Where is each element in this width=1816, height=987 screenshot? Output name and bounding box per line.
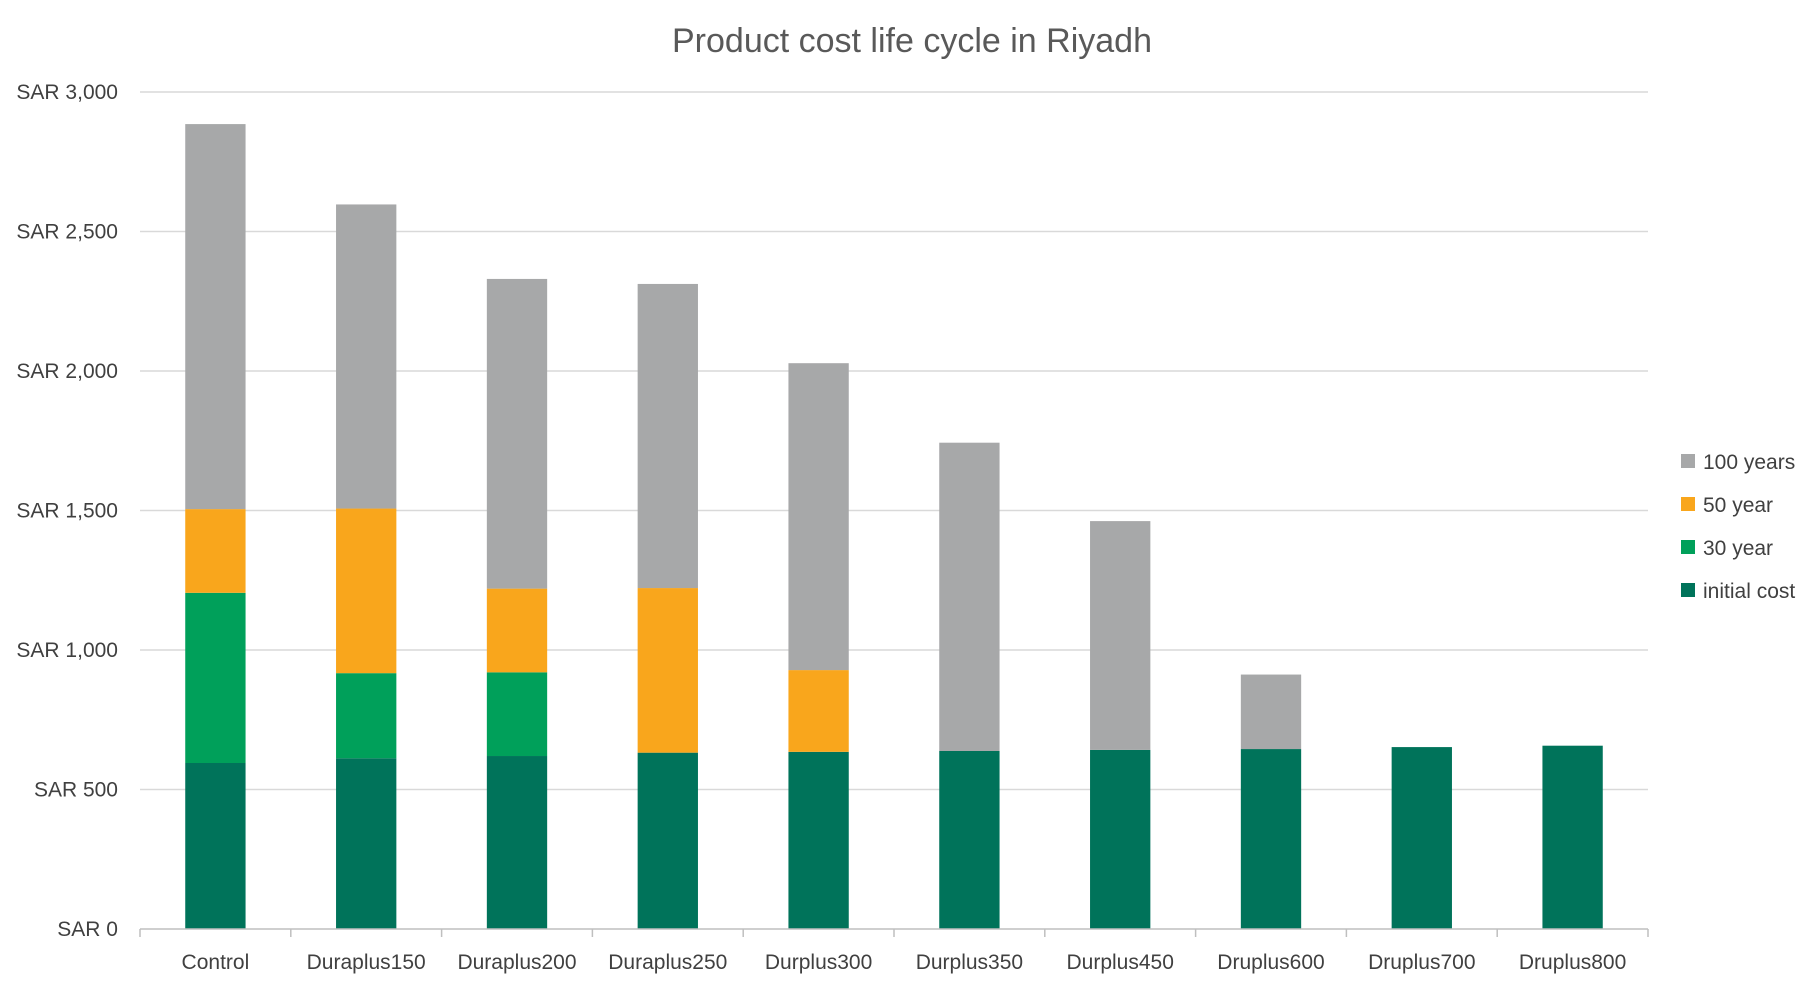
bar-stack [185,124,246,929]
bar-segment-initial-cost [788,751,849,929]
bar-segment-100-years [185,124,246,510]
x-tick-label: Druplus600 [1217,951,1324,974]
bar-stack [1240,674,1302,929]
x-tick-label: Duraplus150 [307,951,426,974]
x-tick-label: Druplus700 [1368,951,1475,974]
bar-segment-100-years [1090,521,1151,750]
bar-stack [1090,521,1151,929]
legend-swatch [1681,540,1695,554]
bar-segment-50-year [336,508,397,674]
bar-stack [486,278,548,929]
bar-segment-100-years [637,283,698,589]
bar-segment-50-year [185,509,246,593]
legend-item: initial cost [1681,580,1795,603]
x-tick-label: Druplus800 [1519,951,1626,974]
bar-stack [788,363,849,929]
bar-segment-100-years [486,278,548,589]
bar-segment-initial-cost [336,758,397,929]
bar-segment-30-year [185,592,246,763]
bars [185,124,1603,929]
legend-label: 30 year [1703,537,1773,560]
bar-stack [1542,745,1603,929]
legend-swatch [1681,497,1695,511]
y-tick-label: SAR 0 [57,918,118,941]
legend-label: initial cost [1703,580,1795,603]
bar-segment-50-year [637,588,698,753]
y-tick-label: SAR 1,500 [16,500,118,523]
bar-segment-initial-cost [939,751,1000,929]
x-axis [139,928,1649,937]
bar-stack [939,442,1000,929]
bar-stack [1391,747,1452,929]
legend: 100 years 50 year 30 year initial cost [1681,451,1795,603]
bar-segment-initial-cost [1542,745,1603,929]
legend-item: 50 year [1681,494,1773,517]
bar-segment-30-year [486,672,548,757]
bar-segment-initial-cost [1240,749,1302,929]
x-tick-label: Durplus450 [1066,951,1173,974]
legend-label: 100 years [1703,451,1795,474]
y-axis-tick-labels: SAR 0 SAR 500 SAR 1,000 SAR 1,500 SAR 2,000 S… [16,81,118,941]
bar-segment-initial-cost [1090,749,1151,929]
bar-segment-initial-cost [185,763,246,929]
bar-stack [637,283,698,929]
y-tick-label: SAR 1,000 [16,639,118,662]
legend-label: 50 year [1703,494,1773,517]
bar-stack [336,204,397,929]
bar-segment-50-year [486,588,548,673]
x-tick-label: Control [182,951,250,974]
legend-item: 100 years [1681,451,1795,474]
legend-swatch [1681,454,1695,468]
bar-segment-initial-cost [486,756,548,929]
bar-segment-100-years [939,442,1000,751]
y-tick-label: SAR 500 [34,779,118,802]
bar-segment-100-years [1240,674,1302,750]
x-axis-tick-labels: Control Duraplus150 Duraplus200 Duraplus250… [182,951,1627,974]
bar-segment-100-years [336,204,397,509]
x-tick-label: Durplus300 [765,951,872,974]
x-tick-label: Durplus350 [916,951,1023,974]
bar-segment-initial-cost [637,752,698,929]
bar-segment-initial-cost [1391,747,1452,929]
x-tick-label: Duraplus200 [457,951,576,974]
y-tick-label: SAR 2,000 [16,360,118,383]
legend-swatch [1681,583,1695,597]
bar-segment-30-year [336,673,397,759]
x-tick-label: Duraplus250 [608,951,727,974]
bar-segment-100-years [788,363,849,671]
chart-title: Product cost life cycle in Riyadh [672,22,1152,60]
bar-segment-50-year [788,670,849,752]
y-tick-label: SAR 3,000 [16,81,118,104]
y-tick-label: SAR 2,500 [16,221,118,244]
legend-item: 30 year [1681,537,1773,560]
